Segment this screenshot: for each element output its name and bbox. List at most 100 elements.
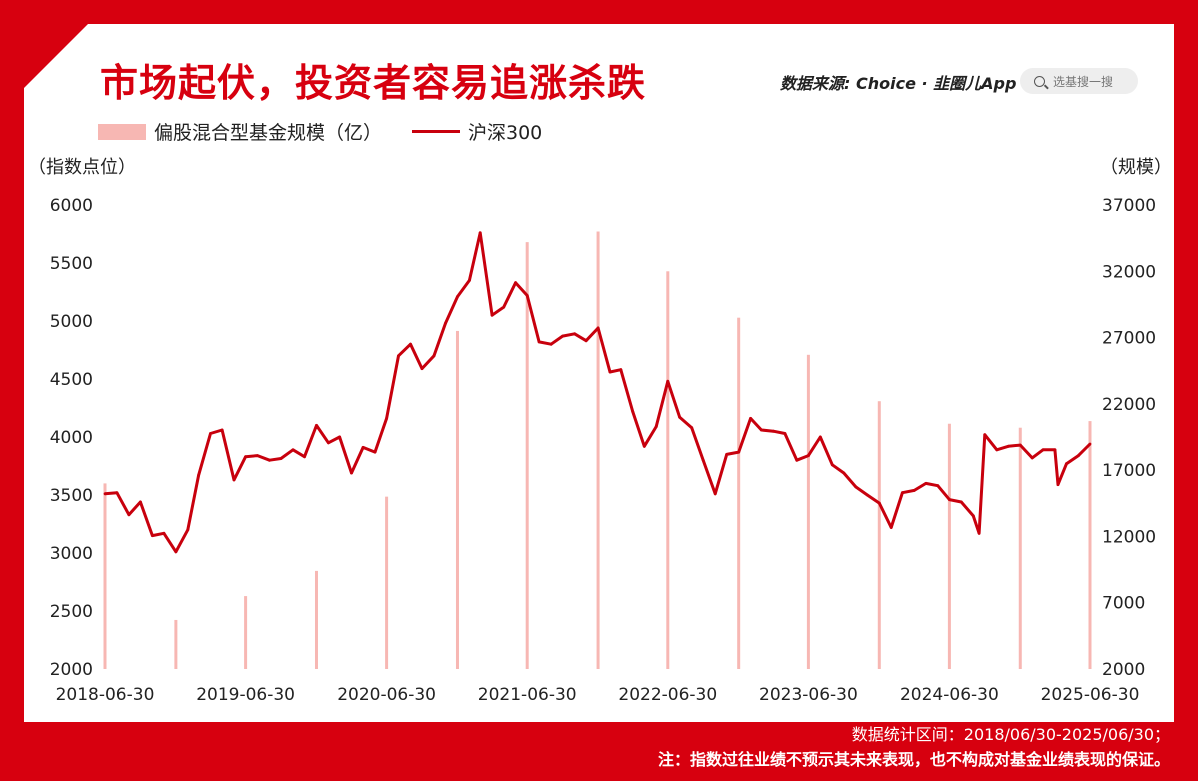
bar <box>385 496 389 669</box>
y-left-tick: 3000 <box>50 544 93 564</box>
line-point <box>678 415 682 419</box>
search-icon <box>1034 75 1045 87</box>
line-point <box>1056 483 1060 486</box>
y-right-tick: 27000 <box>1102 329 1156 349</box>
line-point <box>361 446 365 449</box>
line-point <box>889 526 893 529</box>
x-tick: 2019-06-30 <box>196 685 295 705</box>
bar <box>947 423 951 669</box>
line-point <box>749 417 752 420</box>
line-point <box>432 354 436 358</box>
x-tick: 2022-06-30 <box>618 685 717 705</box>
line-series <box>103 231 1092 554</box>
legend-swatch-bars <box>98 123 146 140</box>
line-point <box>631 410 635 413</box>
line-point <box>315 424 318 427</box>
line-point <box>924 482 928 485</box>
line-point <box>151 534 154 537</box>
line-point <box>912 489 916 492</box>
x-tick: 2020-06-30 <box>337 685 436 705</box>
line-point <box>936 484 940 488</box>
line-point <box>842 471 846 475</box>
search-box[interactable]: 选基搜一搜 <box>1020 68 1138 94</box>
line-point <box>561 334 564 338</box>
line-point <box>830 463 834 467</box>
line-point <box>232 478 236 482</box>
page-title: 市场起伏，投资者容易追涨杀跌 <box>100 61 647 105</box>
bar <box>314 570 318 669</box>
right-axis-title: （规模） <box>1100 157 1172 178</box>
footnote-disclaimer: 注：指数过往业绩不预示其未来表现，也不构成对基金业绩表现的保证。 <box>657 750 1170 769</box>
y-left-tick: 2000 <box>50 660 93 680</box>
bar <box>806 354 810 669</box>
line-point <box>1077 454 1080 457</box>
y-right-tick: 32000 <box>1102 262 1156 282</box>
line-point <box>959 500 963 504</box>
corner-triangle-decoration <box>24 24 88 88</box>
line-point <box>220 428 224 432</box>
line-point <box>1006 444 1010 448</box>
line-point <box>327 441 330 445</box>
line-point <box>760 428 763 432</box>
line-point <box>139 500 142 504</box>
line-point <box>783 432 787 435</box>
bar <box>1018 427 1022 669</box>
y-left-tick: 4500 <box>50 370 93 390</box>
line-point <box>244 455 248 459</box>
y-left-tick: 6000 <box>50 196 93 216</box>
y-left-tick: 2500 <box>50 602 93 622</box>
line-point <box>162 531 166 535</box>
line-point <box>115 491 119 495</box>
line-point <box>490 313 494 317</box>
line-point <box>1030 456 1034 460</box>
bar <box>1088 421 1092 669</box>
line-point <box>666 379 670 383</box>
line-point <box>807 454 810 457</box>
line-point <box>701 458 705 462</box>
line-point <box>642 444 646 448</box>
line-point <box>525 294 529 297</box>
line-point <box>854 485 858 489</box>
line-point <box>291 448 295 452</box>
line-point <box>397 354 400 358</box>
line-point <box>303 455 306 459</box>
left-axis-title: （指数点位） <box>28 157 136 178</box>
line-point <box>948 498 951 501</box>
legend-item-bars: 偏股混合型基金规模（亿） <box>98 118 382 145</box>
line-point <box>608 370 612 374</box>
legend-swatch-line <box>412 130 460 133</box>
legend-label-line: 沪深300 <box>468 122 543 144</box>
x-tick: 2023-06-30 <box>759 685 858 705</box>
right-axis-ticks: 2000 7000 12000 17000 22000 27000 32000 37000 <box>1102 196 1156 680</box>
line-point <box>1018 443 1022 447</box>
line-point <box>456 295 459 298</box>
line-point <box>209 432 212 435</box>
bar <box>244 596 248 669</box>
line-point <box>901 491 904 495</box>
left-axis-ticks: 2000 2500 3000 3500 4000 4500 5000 5500 6000 <box>50 196 93 680</box>
line-point <box>1088 442 1092 446</box>
x-tick: 2021-06-30 <box>478 685 577 705</box>
line-point <box>338 435 341 439</box>
y-right-tick: 37000 <box>1102 196 1156 216</box>
line-point <box>502 305 506 309</box>
y-left-tick: 3500 <box>50 486 93 506</box>
line-point <box>619 368 623 372</box>
line-point <box>1041 448 1045 452</box>
line-point <box>690 426 694 430</box>
y-right-tick: 22000 <box>1102 395 1156 415</box>
y-right-tick: 2000 <box>1102 660 1145 680</box>
line-point <box>865 493 869 497</box>
bar <box>103 483 107 669</box>
line-point <box>725 453 729 456</box>
line-point <box>197 473 201 477</box>
y-right-tick: 17000 <box>1102 461 1156 481</box>
line-point <box>983 433 987 437</box>
line-point <box>268 458 271 462</box>
line-point <box>174 550 178 554</box>
line-point <box>772 429 775 433</box>
line-point <box>977 531 981 535</box>
legend-item-line: 沪深300 <box>412 118 542 145</box>
x-axis-ticks: 2018-06-30 2019-06-30 2020-06-30 2021-06-30… <box>56 685 1140 705</box>
